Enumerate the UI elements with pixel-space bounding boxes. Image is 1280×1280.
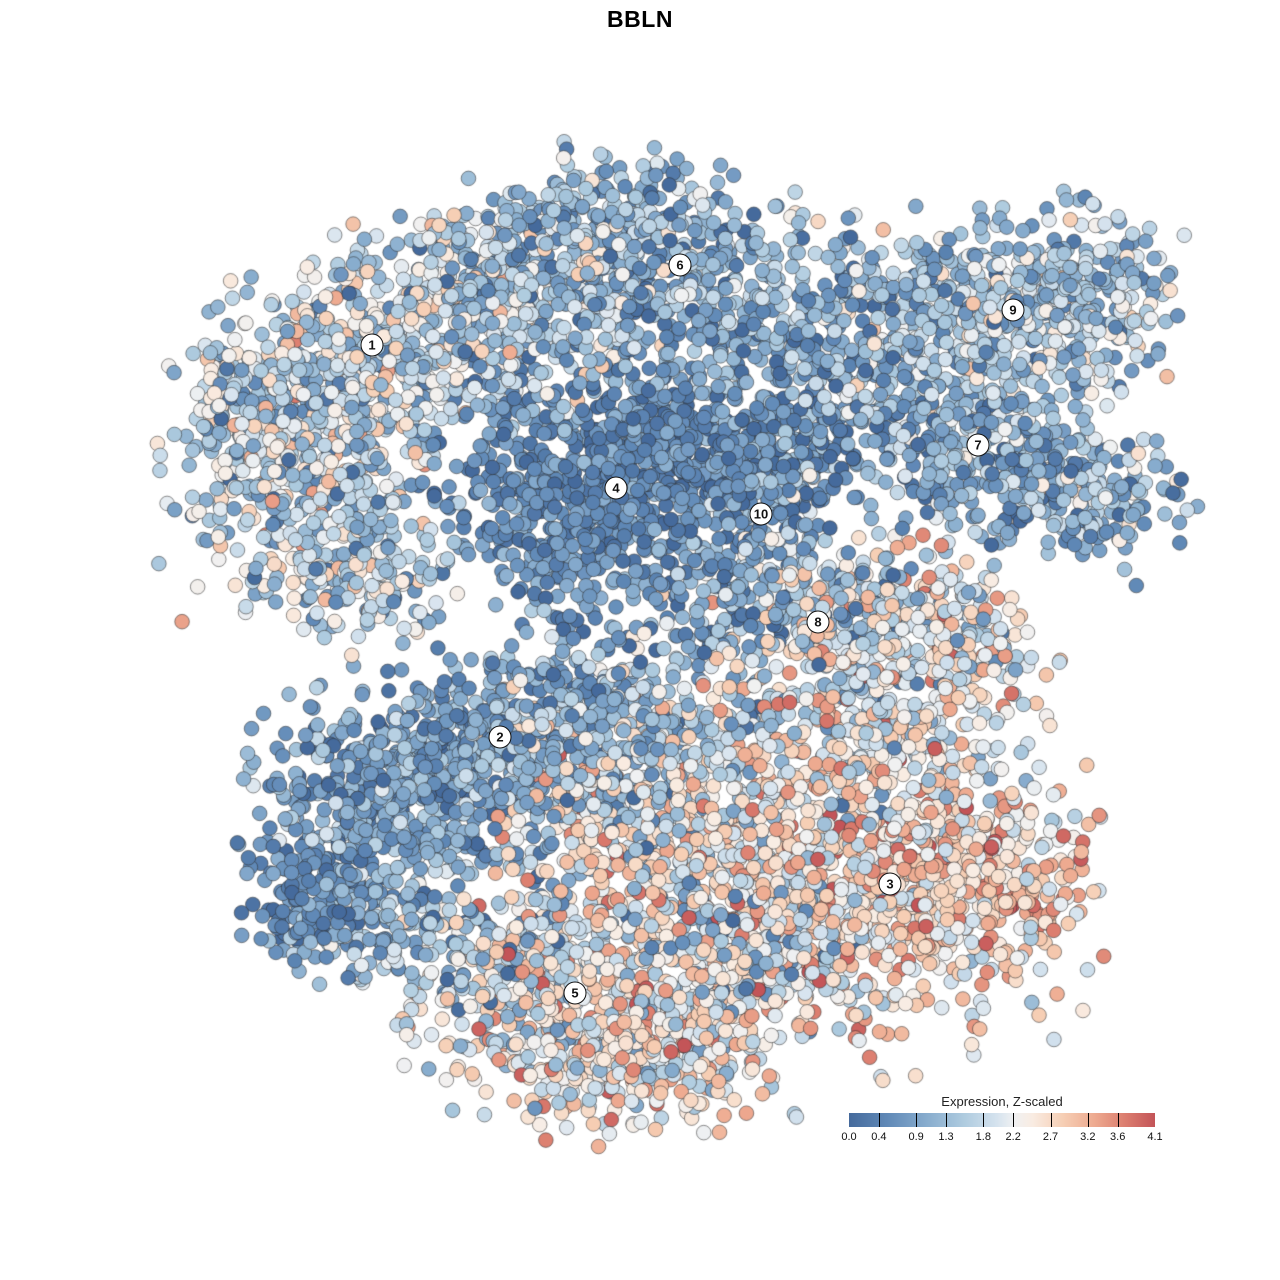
cluster-label-8: 8 xyxy=(806,610,830,634)
legend-tick xyxy=(946,1113,948,1127)
legend-tick-label: 0.9 xyxy=(908,1131,924,1143)
legend-tick xyxy=(1013,1113,1015,1127)
cluster-label-3: 3 xyxy=(878,872,902,896)
legend-tick-label: 3.2 xyxy=(1080,1131,1096,1143)
legend-tick-label: 1.3 xyxy=(938,1131,954,1143)
legend-tick-label: 3.6 xyxy=(1110,1131,1126,1143)
legend-tick xyxy=(916,1113,918,1127)
legend-tick xyxy=(983,1113,985,1127)
expression-legend: Expression, Z-scaled 0.0 0.4 0.9 1.3 1.8 2.2 2… xyxy=(841,1094,1162,1146)
legend-tick-label: 4.1 xyxy=(1147,1131,1163,1143)
legend-tick-label: 2.2 xyxy=(1005,1131,1021,1143)
cluster-label-7: 7 xyxy=(966,433,990,457)
legend-tick xyxy=(1050,1113,1052,1127)
legend-title: Expression, Z-scaled xyxy=(941,1094,1063,1109)
legend-tick-label: 0.4 xyxy=(871,1131,887,1143)
page-title: BBLN xyxy=(607,6,673,32)
legend-tick-label: 2.7 xyxy=(1042,1131,1059,1143)
cluster-label-2: 2 xyxy=(488,725,512,749)
cluster-label-1: 1 xyxy=(360,333,384,357)
legend-tick xyxy=(878,1113,880,1127)
legend-tick xyxy=(1087,1113,1089,1127)
legend-tick xyxy=(1117,1113,1119,1127)
cluster-label-5: 5 xyxy=(563,981,587,1005)
cluster-label-6: 6 xyxy=(668,253,692,277)
legend-colorbar xyxy=(849,1113,1155,1127)
cluster-label-9: 9 xyxy=(1001,298,1025,322)
legend-tick-label: 1.8 xyxy=(975,1131,991,1143)
cluster-label-4: 4 xyxy=(604,476,628,500)
cluster-label-10: 10 xyxy=(749,502,773,526)
legend-tick-label: 0.0 xyxy=(841,1131,857,1143)
